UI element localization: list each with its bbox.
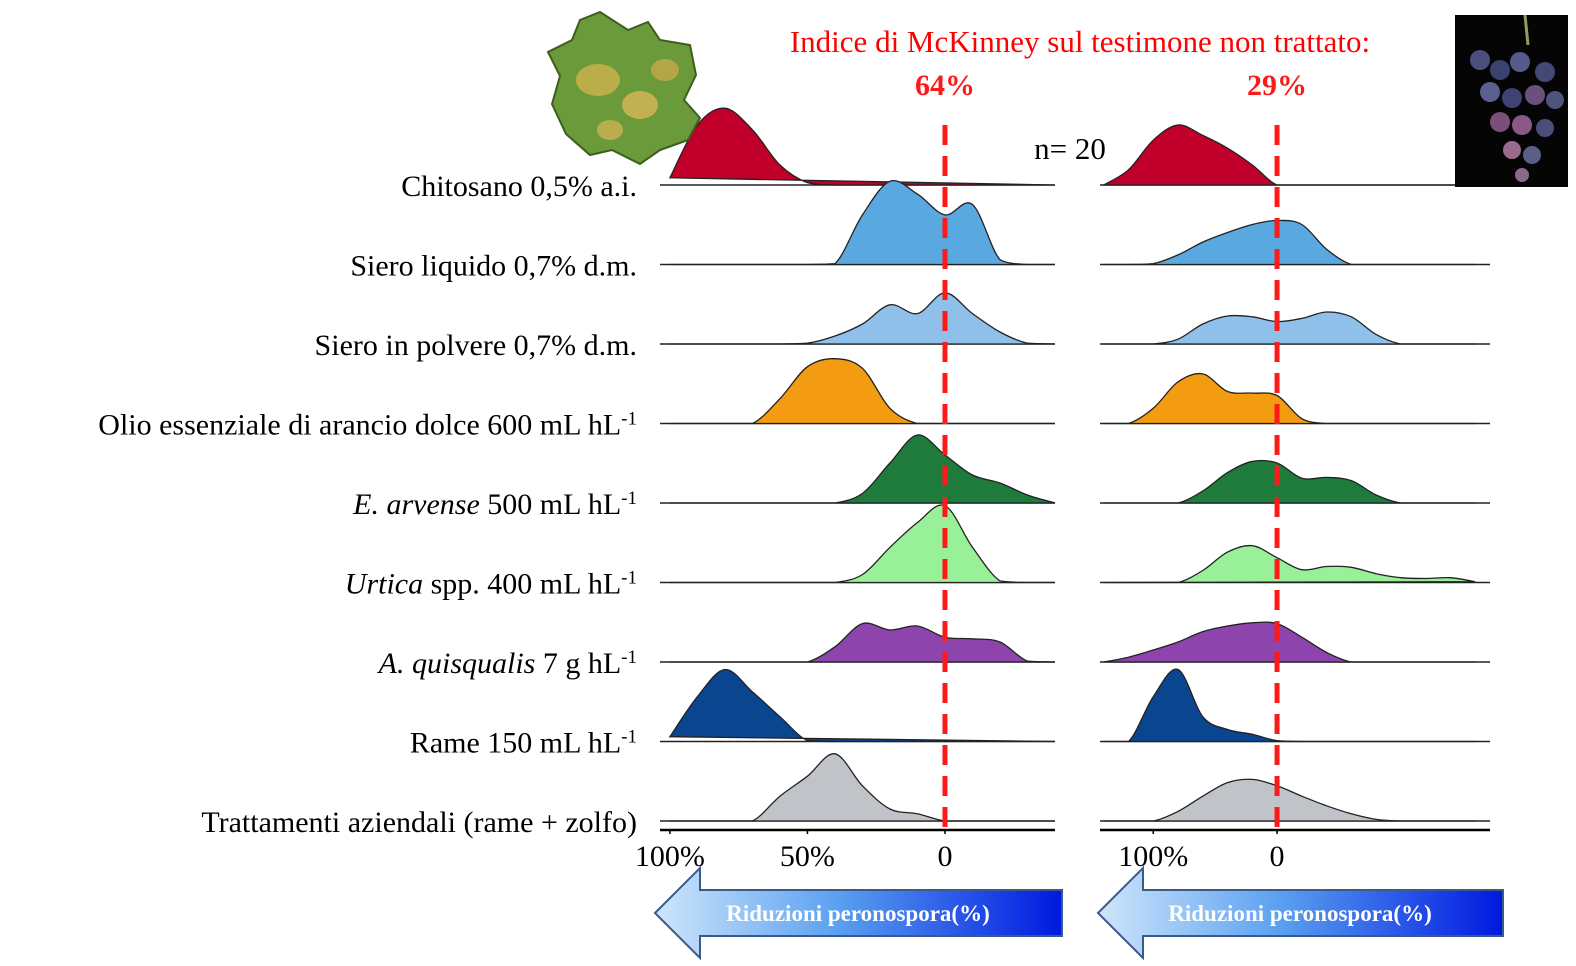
label-superscript: -1 bbox=[621, 488, 637, 509]
density-ridge bbox=[1104, 669, 1475, 741]
label-part: Olio essenziale di arancio dolce 600 mL … bbox=[98, 409, 621, 442]
density-ridge bbox=[1104, 312, 1475, 344]
density-ridge bbox=[670, 181, 1055, 265]
row-label: A. quisqualis 7 g hL-1 bbox=[377, 647, 637, 681]
label-superscript: -1 bbox=[621, 647, 637, 668]
overlay: 100% 50% 0 64% 100% 0 29% bbox=[635, 69, 1490, 873]
density-ridge bbox=[1104, 374, 1475, 424]
x-tick-label: 100% bbox=[635, 840, 705, 873]
row-label: Urtica spp. 400 mL hL-1 bbox=[345, 567, 637, 601]
row-label: Siero in polvere 0,7% d.m. bbox=[315, 329, 637, 362]
label-part: Trattamenti aziendali (rame + zolfo) bbox=[201, 806, 637, 839]
arrow-label: Riduzioni peronospora(%) bbox=[1168, 901, 1431, 926]
row-label: E. arvense 500 mL hL-1 bbox=[352, 488, 637, 522]
density-ridge bbox=[1104, 125, 1475, 185]
label-superscript: -1 bbox=[621, 726, 637, 747]
density-ridge bbox=[1104, 622, 1475, 662]
row-label: Trattamenti aziendali (rame + zolfo) bbox=[201, 806, 637, 839]
row-label: Chitosano 0,5% a.i. bbox=[401, 170, 637, 203]
density-ridge bbox=[670, 623, 1055, 662]
label-part: spp. 400 mL hL bbox=[423, 568, 621, 601]
chart: 100% 50% 0 64% 100% 0 29% Indice di McKinney s… bbox=[0, 0, 1576, 966]
density-ridge bbox=[670, 669, 1055, 741]
density-ridge bbox=[670, 108, 1055, 185]
density-ridge bbox=[670, 505, 1055, 583]
label-part: A. quisqualis bbox=[377, 647, 536, 680]
density-ridge bbox=[1104, 546, 1475, 583]
label-part: Urtica bbox=[345, 568, 423, 601]
label-part: Chitosano 0,5% a.i. bbox=[401, 170, 637, 203]
label-superscript: -1 bbox=[621, 567, 637, 588]
panel-subtitle: 64% bbox=[915, 69, 975, 102]
density-ridge bbox=[670, 435, 1055, 503]
label-part: E. arvense bbox=[352, 488, 480, 521]
density-ridge bbox=[1104, 779, 1475, 821]
x-tick-label: 100% bbox=[1118, 840, 1188, 873]
row-label: Siero liquido 0,7% d.m. bbox=[350, 250, 637, 283]
density-ridge bbox=[670, 359, 1055, 424]
grape-image bbox=[1455, 15, 1568, 187]
density-ridge bbox=[1104, 220, 1475, 264]
label-part: 7 g hL bbox=[535, 647, 621, 680]
x-tick-label: 50% bbox=[780, 840, 835, 873]
x-tick-label: 0 bbox=[937, 840, 952, 873]
label-part: Rame 150 mL hL bbox=[410, 727, 621, 760]
row-label: Rame 150 mL hL-1 bbox=[410, 726, 637, 760]
label-part: Siero in polvere 0,7% d.m. bbox=[315, 329, 637, 362]
arrow-label: Riduzioni peronospora(%) bbox=[726, 901, 989, 926]
density-ridge bbox=[670, 293, 1055, 344]
density-ridge bbox=[670, 754, 1055, 821]
label-superscript: -1 bbox=[621, 408, 637, 429]
label-part: Siero liquido 0,7% d.m. bbox=[350, 250, 637, 283]
leaf-image bbox=[548, 12, 700, 164]
ridges bbox=[660, 108, 1490, 821]
label-part: 500 mL hL bbox=[480, 488, 621, 521]
density-ridge bbox=[1104, 460, 1475, 503]
panel-subtitle: 29% bbox=[1247, 69, 1307, 102]
sample-size: n= 20 bbox=[1034, 131, 1106, 166]
chart-title: Indice di McKinney sul testimone non tra… bbox=[790, 24, 1370, 59]
x-tick-label: 0 bbox=[1270, 840, 1285, 873]
row-label: Olio essenziale di arancio dolce 600 mL … bbox=[98, 408, 637, 442]
